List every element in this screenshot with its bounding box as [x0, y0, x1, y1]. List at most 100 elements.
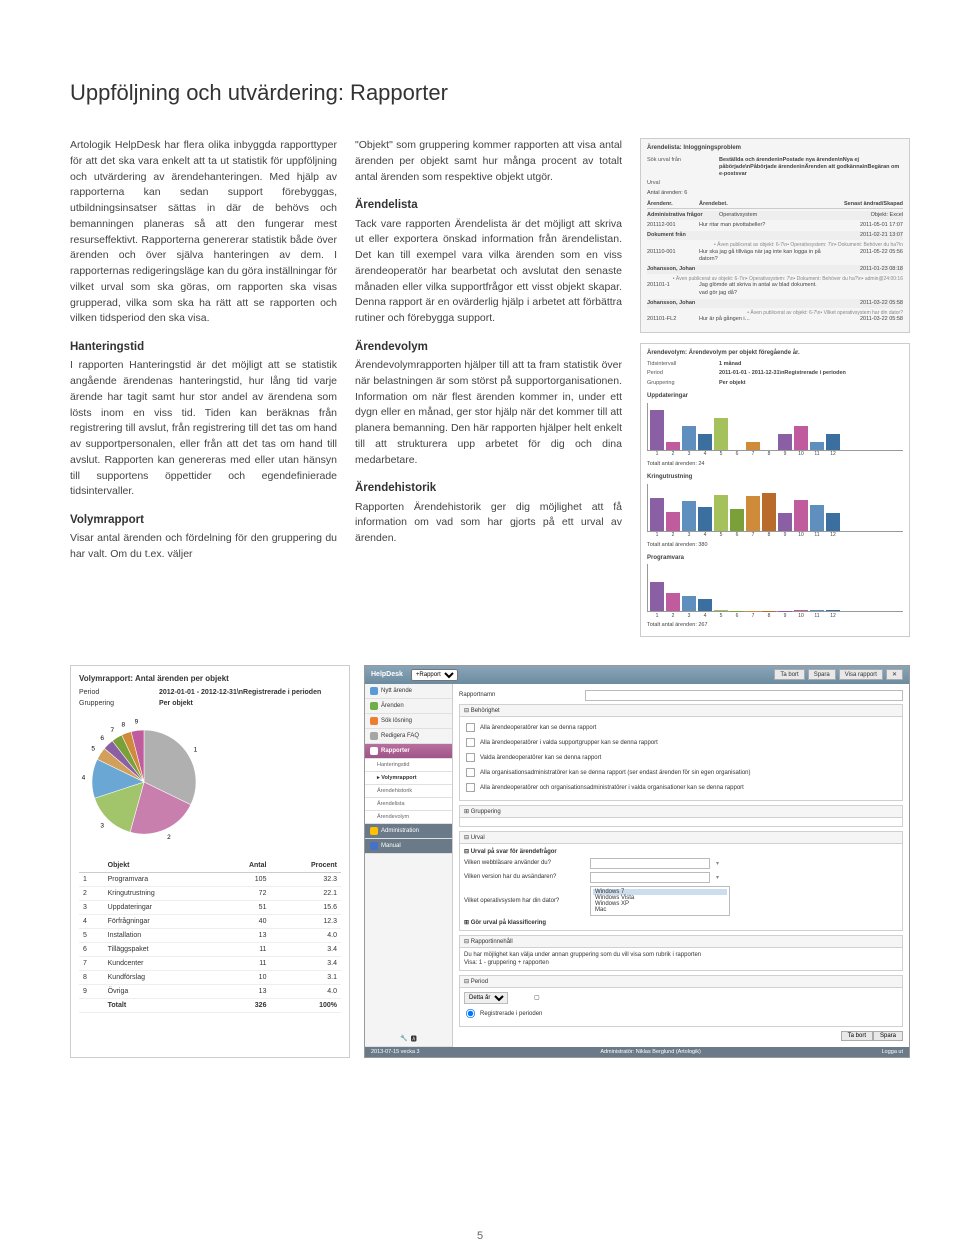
x-label: 6 — [730, 532, 744, 539]
vp-th — [79, 859, 104, 873]
vp-table: ObjektAntalProcent 1Programvara10532.32K… — [79, 859, 341, 1013]
hd-footer-mid: Administratör: Niklas Berglund (Artologi… — [600, 1049, 701, 1055]
sidebar-item[interactable]: Nytt ärende — [365, 684, 452, 699]
sec3-row: Vilket operativsystem har din dator?Wind… — [464, 886, 898, 916]
close-icon[interactable]: ✕ — [886, 669, 903, 680]
bar — [778, 513, 792, 530]
x-label: 9 — [778, 451, 792, 458]
x-label: 7 — [746, 532, 760, 539]
sec4-txt: Du har möjlighet kan välja under annan g… — [464, 952, 898, 958]
table-row: 2Kringutrustning7222.1 — [79, 886, 341, 900]
col1-h1: Hanteringstid — [70, 339, 337, 356]
sidebar-item[interactable]: Manual — [365, 839, 452, 854]
pie-label: 6 — [100, 734, 104, 741]
thumb-list-meta-row: Urval — [647, 180, 903, 187]
hd-footer-right[interactable]: Logga ut — [882, 1049, 903, 1055]
bar — [666, 512, 680, 531]
sidebar-item[interactable]: Redigera FAQ — [365, 729, 452, 744]
sec1-option[interactable]: Alla organisationsadministratörer kan se… — [464, 766, 898, 779]
column-1: Artologik HelpDesk har flera olika inbyg… — [70, 138, 337, 637]
bar — [794, 500, 808, 531]
table-row: 1Programvara10532.3 — [79, 872, 341, 886]
hd-action-button[interactable]: Visa rapport — [839, 669, 883, 680]
x-label: 10 — [794, 613, 808, 620]
bottom-row: Volymrapport: Antal ärenden per objekt P… — [70, 665, 910, 1058]
plus-icon[interactable]: ⊞ — [464, 809, 469, 815]
period-select[interactable]: Detta år — [464, 992, 508, 1004]
sidebar-subitem[interactable]: Hanteringstid — [365, 759, 452, 772]
hd-dropdown[interactable]: +Rapport — [411, 669, 458, 681]
tool-icon[interactable]: 🅰 — [411, 1034, 417, 1043]
x-label: 6 — [730, 451, 744, 458]
minus-icon[interactable]: ⊟ — [464, 835, 469, 841]
period-opt[interactable]: Registrerade i perioden — [464, 1007, 898, 1020]
x-label: 5 — [714, 532, 728, 539]
chart-title: Uppdateringar — [647, 393, 903, 401]
x-label: 11 — [810, 532, 824, 539]
sec1-option[interactable]: Alla ärendeoperatörer i valda supportgru… — [464, 736, 898, 749]
bar — [746, 496, 760, 530]
chart-caption: Totalt antal ärenden: 24 — [647, 461, 903, 468]
bar — [682, 596, 696, 611]
bar — [746, 442, 760, 450]
x-label: 4 — [698, 451, 712, 458]
rapname-label: Rapportnamn — [459, 692, 579, 698]
bar — [778, 611, 792, 612]
barchart-body: 123456789101112 — [647, 484, 903, 532]
table-row: 8Kundförslag103.1 — [79, 970, 341, 984]
col1-p2: Visar antal ärenden och fördelning för d… — [70, 531, 337, 563]
minus-icon[interactable]: ⊟ — [464, 939, 469, 945]
sidebar-subitem[interactable]: Ärendehistorik — [365, 785, 452, 798]
col1-p1: I rapporten Hanteringstid är det möjligt… — [70, 358, 337, 500]
sidebar-subitem[interactable]: Ärendelista — [365, 798, 452, 811]
page-title: Uppföljning och utvärdering: Rapporter — [70, 80, 910, 106]
vp-th: Antal — [218, 859, 271, 873]
sec3-input[interactable] — [590, 872, 710, 883]
x-label: 12 — [826, 532, 840, 539]
bar — [826, 434, 840, 450]
bar — [714, 418, 728, 449]
chart-title: Programvara — [647, 555, 903, 563]
rapname-input[interactable] — [585, 690, 903, 701]
sec1-option[interactable]: Alla ärendeoperatörer kan se denna rappo… — [464, 721, 898, 734]
hd-save-row: Ta bortSpara — [459, 1031, 903, 1041]
sec1-option[interactable]: Alla ärendeoperatörer och organisationsa… — [464, 781, 898, 794]
vp-th: Objekt — [104, 859, 218, 873]
sidebar-item[interactable]: Rapporter — [365, 744, 452, 759]
minus-icon[interactable]: ⊟ — [464, 708, 469, 714]
bar — [682, 426, 696, 450]
bar — [794, 610, 808, 611]
hd-main: Rapportnamn ⊟ Behörighet Alla ärendeoper… — [453, 684, 909, 1047]
pie-label: 2 — [167, 834, 171, 841]
sidebar-subitem[interactable]: Ärendevolym — [365, 811, 452, 824]
sidebar-item[interactable]: Ärenden — [365, 699, 452, 714]
hd-save-button[interactable]: Ta bort — [841, 1031, 873, 1041]
sidebar-icon — [370, 702, 378, 710]
sidebar-subitem[interactable]: ▸ Volymrapport — [365, 772, 452, 785]
barchart-body: 123456789101112 — [647, 403, 903, 451]
thumb-list-row: 201101-FL2Hur är på gången i…2011-03-22 … — [647, 316, 903, 323]
x-label: 1 — [650, 451, 664, 458]
x-label: 3 — [682, 451, 696, 458]
tool-icon[interactable]: 🔧 — [400, 1035, 407, 1042]
hd-action-button[interactable]: Spara — [808, 669, 836, 680]
pie-label: 9 — [135, 718, 139, 725]
hd-save-button[interactable]: Spara — [873, 1031, 903, 1041]
minus-icon[interactable]: ⊟ — [464, 979, 469, 985]
sidebar-item[interactable]: Administration — [365, 824, 452, 839]
x-label: 6 — [730, 613, 744, 620]
thumb-vol-meta-row: GrupperingPer objekt — [647, 380, 903, 387]
sec3-input[interactable] — [590, 858, 710, 869]
os-listbox[interactable]: Windows 7Windows VistaWindows XPMac — [590, 886, 730, 916]
thumb-list-group: Johansson, Johan2011-03-22 05:58 — [647, 299, 903, 308]
table-total-row: Totalt326100% — [79, 998, 341, 1012]
sidebar-icon — [370, 717, 378, 725]
x-label: 3 — [682, 613, 696, 620]
hd-action-button[interactable]: Ta bort — [774, 669, 804, 680]
sec1-option[interactable]: Valda ärendeoperatörer kan se denna rapp… — [464, 751, 898, 764]
thumbnail-column: Ärendelista: Inloggningsproblem Sök urva… — [640, 138, 910, 637]
sec1-title: Behörighet — [471, 708, 500, 714]
sidebar-item[interactable]: Sök lösning — [365, 714, 452, 729]
table-row: 4Förfrågningar4012.3 — [79, 914, 341, 928]
table-row: 6Tilläggspaket113.4 — [79, 942, 341, 956]
